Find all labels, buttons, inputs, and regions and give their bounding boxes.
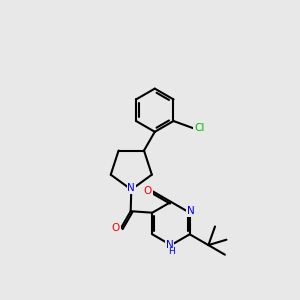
Text: O: O — [111, 223, 120, 233]
Text: H: H — [168, 247, 175, 256]
Text: N: N — [128, 183, 135, 193]
Text: O: O — [144, 186, 152, 196]
Text: N: N — [187, 206, 195, 216]
Text: N: N — [166, 240, 173, 250]
Text: Cl: Cl — [194, 123, 204, 134]
